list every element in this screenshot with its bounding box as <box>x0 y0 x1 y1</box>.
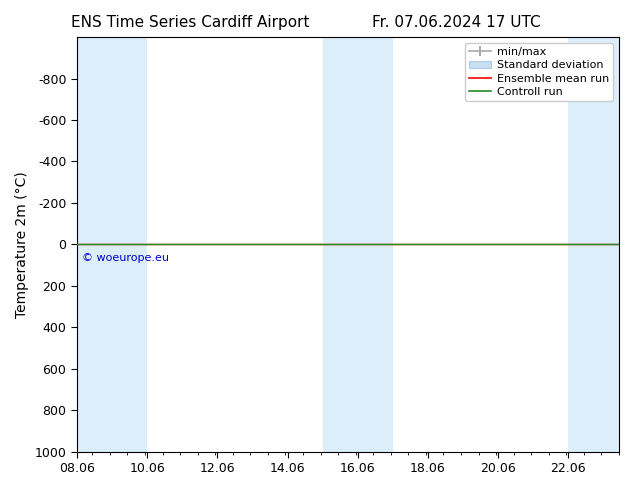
Text: © woeurope.eu: © woeurope.eu <box>82 253 169 263</box>
Bar <box>569 37 619 452</box>
Text: ENS Time Series Cardiff Airport: ENS Time Series Cardiff Airport <box>71 15 309 30</box>
Bar <box>77 37 112 452</box>
Legend: min/max, Standard deviation, Ensemble mean run, Controll run: min/max, Standard deviation, Ensemble me… <box>465 43 614 101</box>
Y-axis label: Temperature 2m (°C): Temperature 2m (°C) <box>15 171 29 318</box>
Text: Fr. 07.06.2024 17 UTC: Fr. 07.06.2024 17 UTC <box>372 15 541 30</box>
Bar <box>358 37 393 452</box>
Bar <box>323 37 358 452</box>
Bar <box>112 37 147 452</box>
